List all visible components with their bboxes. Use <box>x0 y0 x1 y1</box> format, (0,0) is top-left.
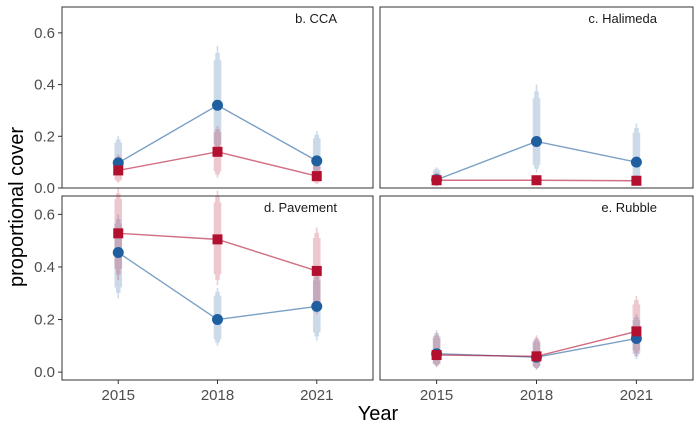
x-tick-label: 2021 <box>620 387 653 404</box>
x-tick-label: 2015 <box>102 387 135 404</box>
point-marker <box>311 300 323 312</box>
panel-3: d. Pavement 0.0 0.2 0.4 0.6 2015 2018 2021 <box>34 188 374 404</box>
panel-4: e. Rubble 2015 2018 2021 <box>379 195 694 404</box>
point-marker <box>113 228 124 239</box>
point-marker <box>631 175 642 186</box>
point-marker <box>212 314 223 326</box>
panel-frame <box>379 195 694 381</box>
y-tick-label: 0.6 <box>34 25 55 42</box>
panel-frame <box>61 195 374 381</box>
point-marker <box>212 99 223 111</box>
y-tick-label: 0.6 <box>34 206 55 223</box>
point-marker <box>631 326 642 337</box>
y-axis-title: proportional cover <box>6 127 28 287</box>
point-marker <box>212 146 223 157</box>
y-tick-label: 0.4 <box>34 259 55 276</box>
x-tick-label: 2018 <box>201 387 234 404</box>
x-tick-label: 2018 <box>520 387 553 404</box>
point-marker <box>431 175 442 186</box>
point-marker <box>531 135 542 147</box>
y-tick-label: 0.0 <box>34 364 55 381</box>
y-tick-label: 0.0 <box>34 180 55 197</box>
point-marker <box>212 234 223 245</box>
point-marker <box>630 156 642 168</box>
point-marker <box>311 155 323 167</box>
x-tick-label: 2015 <box>420 387 453 404</box>
y-tick-label: 0.2 <box>34 128 55 145</box>
panel-title: c. Halimeda <box>588 11 657 26</box>
panel-frame <box>379 6 694 189</box>
panel-title: b. CCA <box>295 11 337 26</box>
point-marker <box>113 165 124 176</box>
panel-2: c. Halimeda <box>379 6 694 189</box>
y-tick-label: 0.2 <box>34 312 55 329</box>
y-tick-label: 0.4 <box>34 77 55 94</box>
point-marker <box>112 247 124 259</box>
panel-1: b. CCA 0.0 0.2 0.4 0.6 <box>34 6 374 197</box>
panels-layer: b. CCA 0.0 0.2 0.4 0.6 c. Halimeda d. Pavement… <box>34 6 694 404</box>
point-marker <box>531 351 542 362</box>
point-marker <box>431 350 442 361</box>
point-marker <box>311 171 322 182</box>
panel-title: d. Pavement <box>264 200 337 215</box>
point-marker <box>311 265 322 276</box>
x-tick-label: 2021 <box>300 387 333 404</box>
point-marker <box>531 175 542 186</box>
panel-title: e. Rubble <box>601 200 657 215</box>
x-axis-title: Year <box>358 403 399 425</box>
